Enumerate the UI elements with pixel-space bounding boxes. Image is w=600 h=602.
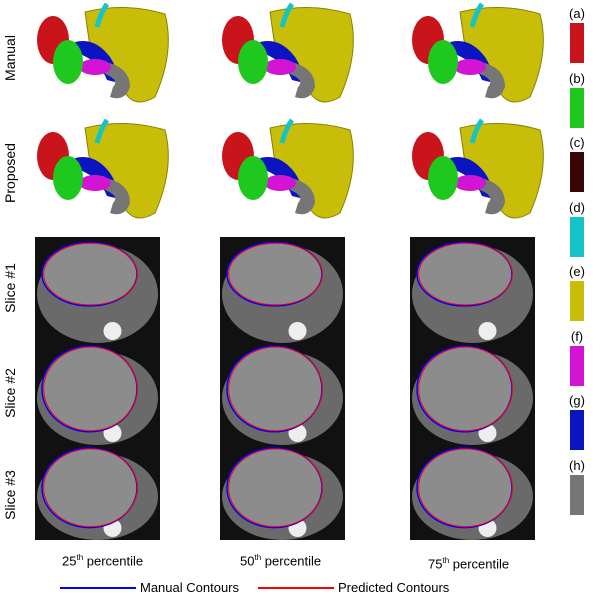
organ-key-item: (b) [559,71,595,128]
organ-color-swatch [570,281,584,321]
predicted-contour [228,448,323,528]
duodenum [480,178,505,215]
percentile-number: 25 [62,553,77,569]
ct-slice [35,237,160,343]
ct-slice [410,237,535,343]
duodenum [290,62,315,99]
organ-render [220,118,360,228]
organ-key-item: (a) [559,6,595,63]
aorta [94,118,110,144]
organ-color-swatch [570,152,584,192]
ct-slice [220,343,345,445]
percentile-number: 75 [428,556,443,572]
stomach [53,156,83,200]
organ-render [35,2,175,112]
predicted-contour [228,346,323,432]
predicted-contour [418,242,513,306]
organ-key-item: (d) [559,200,595,257]
manual-line-swatch [60,586,136,589]
pancreas [264,59,296,75]
organ-key-item: (f) [559,329,595,386]
predicted-contour [43,242,138,306]
organ-color-swatch [570,87,584,128]
predicted-line-swatch [258,586,334,589]
organ-key-label: (b) [569,70,585,86]
column-label-25: 25th percentile [62,553,143,568]
stomach [53,40,83,84]
percentile-text: percentile [449,556,510,572]
predicted-contour [43,448,138,528]
row-label-manual: Manual [2,35,18,81]
spine [103,322,122,340]
organ-render [410,118,550,228]
aorta [469,2,485,28]
column-label-50: 50th percentile [240,553,321,568]
aorta [94,2,110,28]
organ-render [410,2,550,112]
organ-key-label: (c) [569,135,585,150]
organ-key-label: (e) [569,264,585,279]
percentile-text: percentile [83,553,144,569]
pancreas [79,59,111,75]
organ-render [35,118,175,228]
legend-manual: Manual Contours [60,580,239,595]
pancreas [264,175,296,191]
organ-key-item: (g) [559,393,595,450]
organ-key-item: (e) [559,264,595,321]
stomach [238,40,268,84]
organ-key-label: (g) [569,393,585,408]
organ-key-item: (c) [559,135,595,192]
row-label-proposed: Proposed [2,143,18,203]
percentile-text: percentile [261,553,322,569]
legend-manual-label: Manual Contours [140,580,239,595]
pancreas [454,175,486,191]
legend-predicted: Predicted Contours [258,580,449,595]
row-label-slice-3: Slice #3 [2,470,18,520]
predicted-contour [228,242,323,306]
organ-key-label: (d) [569,199,585,215]
aorta [279,2,295,28]
organ-color-swatch [570,216,584,257]
organ-color-swatch [570,410,584,450]
ct-slice [220,237,345,343]
organ-key-label: (a) [569,6,585,21]
percentile-number: 50 [240,553,255,569]
aorta [279,118,295,144]
ct-slice [35,343,160,445]
percentile-suffix: th [442,556,450,565]
legend-predicted-label: Predicted Contours [338,580,450,595]
spine [478,322,497,340]
row-label-slice-2: Slice #2 [2,368,18,418]
pancreas [454,59,486,75]
percentile-suffix: th [76,553,84,562]
ct-slice [410,343,535,445]
ct-slice [410,445,535,540]
aorta [469,118,485,144]
organ-color-swatch [570,474,584,515]
column-label-75: 75th percentile [428,556,509,571]
predicted-contour [43,346,138,432]
duodenum [480,62,505,99]
spine [288,322,307,340]
percentile-suffix: th [254,553,262,562]
pancreas [79,175,111,191]
row-label-slice-1: Slice #1 [2,263,18,313]
organ-key-label: (h) [569,457,585,473]
duodenum [105,62,130,99]
organ-key-item: (h) [559,458,595,515]
duodenum [290,178,315,215]
predicted-contour [418,346,513,432]
stomach [428,156,458,200]
stomach [238,156,268,200]
duodenum [105,178,130,215]
organ-key-label: (f) [570,328,584,344]
ct-slice [220,445,345,540]
organ-color-swatch [570,345,584,386]
organ-render [220,2,360,112]
stomach [428,40,458,84]
predicted-contour [418,448,513,528]
organ-color-swatch [570,23,584,63]
ct-slice [35,445,160,540]
